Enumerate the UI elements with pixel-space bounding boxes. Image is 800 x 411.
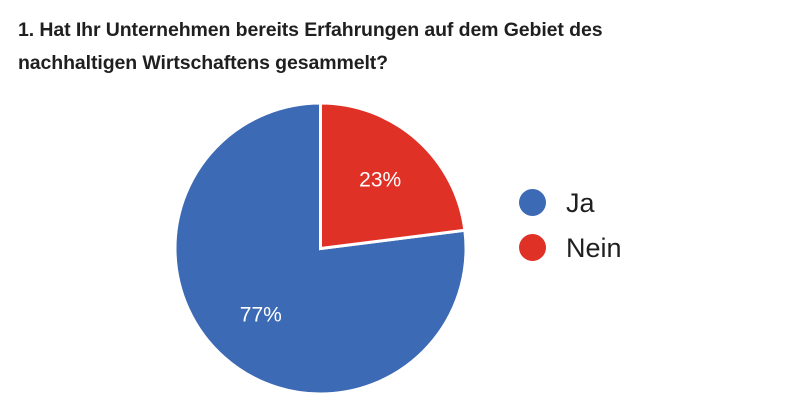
legend-label-nein: Nein: [566, 232, 622, 263]
legend-swatch-nein-icon: [519, 234, 546, 261]
pie-chart: 77% 23%: [173, 101, 468, 396]
pie-slice-ja-value: 77%: [240, 304, 282, 327]
legend-label-ja: Ja: [566, 187, 595, 218]
pie-slice-nein[interactable]: [319, 101, 467, 251]
chart-title: 1. Hat Ihr Unternehmen bereits Erfahrung…: [18, 19, 608, 74]
legend-swatch-ja-icon: [519, 189, 546, 216]
legend-item-nein[interactable]: Nein: [519, 225, 749, 270]
chart-legend: Ja Nein: [519, 180, 749, 270]
pie-slice-nein-value: 23%: [359, 168, 401, 191]
plot-area: 77% 23% Ja Nein: [0, 86, 800, 411]
legend-item-ja[interactable]: Ja: [519, 180, 749, 225]
pie-chart-svg: 77% 23%: [173, 101, 468, 396]
